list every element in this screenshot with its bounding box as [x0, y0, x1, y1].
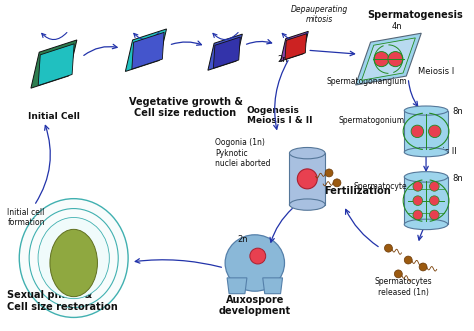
- Text: 8n: 8n: [453, 107, 464, 116]
- Polygon shape: [213, 37, 240, 68]
- Circle shape: [325, 169, 333, 177]
- Ellipse shape: [404, 106, 448, 115]
- Text: Initial Cell: Initial Cell: [28, 112, 80, 120]
- Circle shape: [333, 179, 341, 187]
- Text: Vegetative growth &
Cell size reduction: Vegetative growth & Cell size reduction: [128, 97, 243, 118]
- Text: Meiosis I: Meiosis I: [418, 67, 455, 76]
- Text: Fertilization: Fertilization: [324, 186, 391, 196]
- Circle shape: [388, 52, 403, 67]
- Text: Spermatogonium: Spermatogonium: [339, 117, 405, 125]
- Circle shape: [404, 256, 412, 264]
- Circle shape: [384, 244, 392, 252]
- Text: Meiosis II: Meiosis II: [418, 147, 457, 156]
- Ellipse shape: [404, 219, 448, 230]
- Polygon shape: [227, 278, 247, 294]
- Polygon shape: [38, 44, 74, 85]
- Ellipse shape: [225, 235, 284, 291]
- Ellipse shape: [290, 199, 325, 210]
- Polygon shape: [132, 32, 164, 69]
- Polygon shape: [126, 29, 166, 71]
- Text: Auxospore
development: Auxospore development: [219, 295, 291, 316]
- Circle shape: [413, 196, 423, 206]
- Circle shape: [374, 52, 389, 67]
- Circle shape: [297, 169, 317, 189]
- Text: Spermatogonangium: Spermatogonangium: [326, 77, 407, 86]
- Ellipse shape: [404, 172, 448, 182]
- Text: Initial cell
formation: Initial cell formation: [8, 208, 45, 227]
- Circle shape: [429, 196, 439, 206]
- Ellipse shape: [38, 217, 109, 299]
- Ellipse shape: [290, 148, 325, 159]
- Circle shape: [428, 125, 441, 138]
- Ellipse shape: [404, 148, 448, 157]
- Polygon shape: [208, 34, 242, 70]
- Circle shape: [411, 125, 424, 138]
- Circle shape: [413, 210, 423, 220]
- Text: 2n: 2n: [278, 55, 288, 64]
- Circle shape: [250, 248, 266, 264]
- Text: 2n: 2n: [237, 235, 247, 244]
- Circle shape: [413, 182, 423, 191]
- Text: Sexual phase &
Cell size restoration: Sexual phase & Cell size restoration: [8, 290, 118, 311]
- Circle shape: [394, 270, 402, 278]
- Circle shape: [429, 210, 439, 220]
- Ellipse shape: [50, 229, 98, 297]
- Polygon shape: [31, 40, 77, 88]
- Ellipse shape: [19, 199, 128, 317]
- Circle shape: [419, 263, 427, 271]
- Text: Oogenesis
Meiosis I & II: Oogenesis Meiosis I & II: [247, 106, 312, 125]
- Ellipse shape: [29, 209, 118, 307]
- Text: 4n: 4n: [392, 23, 402, 31]
- Polygon shape: [263, 278, 283, 294]
- Text: Spermatocytes
released (1n): Spermatocytes released (1n): [374, 277, 432, 297]
- FancyBboxPatch shape: [404, 111, 448, 152]
- Circle shape: [429, 182, 439, 191]
- Text: Depauperating
mitosis: Depauperating mitosis: [291, 5, 348, 24]
- Text: Spermatogenesis: Spermatogenesis: [367, 10, 463, 20]
- Polygon shape: [281, 31, 308, 61]
- Text: Oogonia (1n)
Pyknotic
nuclei aborted: Oogonia (1n) Pyknotic nuclei aborted: [215, 138, 271, 168]
- FancyBboxPatch shape: [404, 177, 448, 224]
- FancyBboxPatch shape: [290, 153, 325, 205]
- Text: 8n: 8n: [453, 174, 464, 183]
- Polygon shape: [362, 38, 415, 80]
- Polygon shape: [285, 34, 307, 60]
- Polygon shape: [356, 33, 421, 85]
- Text: Spermatocyte: Spermatocyte: [354, 182, 408, 191]
